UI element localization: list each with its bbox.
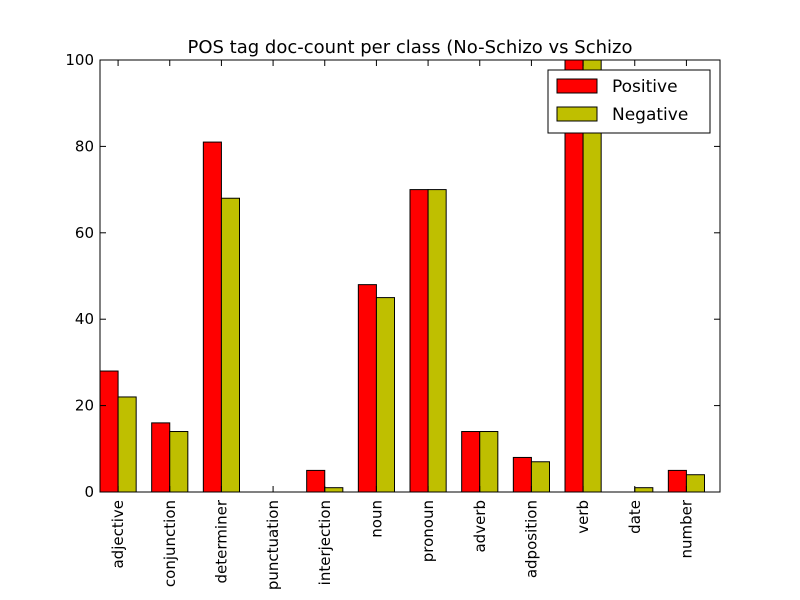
- x-tick-label-pronoun: pronoun: [419, 500, 437, 562]
- bar-positive-noun: [357, 284, 377, 493]
- bar-negative-pronoun: [427, 189, 447, 493]
- y-tick-label: 0: [84, 483, 94, 501]
- axes-group: 0 20 40 60 80 100 adjective conjunction determin…: [65, 51, 721, 590]
- legend-swatch-negative: [556, 106, 598, 122]
- x-tick-label-interjection: interjection: [316, 500, 334, 585]
- bar-negative-interjection: [324, 487, 344, 493]
- bar-negative-determiner: [220, 197, 241, 493]
- y-tick-label: 60: [75, 224, 94, 242]
- y-tick-label: 40: [75, 310, 94, 328]
- bar-negative-conjunction: [169, 431, 189, 493]
- x-tick-label-conjunction: conjunction: [161, 500, 179, 587]
- bar-positive-number: [667, 469, 687, 493]
- x-tick-label-verb: verb: [574, 500, 592, 534]
- bar-positive-interjection: [306, 469, 326, 493]
- chart-title: POS tag doc-count per class (No-Schizo v…: [188, 37, 633, 58]
- bar-positive-pronoun: [409, 189, 429, 493]
- plot-frame: [99, 59, 721, 493]
- legend-label-positive: Positive: [612, 77, 678, 97]
- x-tick-label-number: number: [677, 499, 695, 558]
- legend: Positive Negative: [547, 69, 711, 134]
- x-tick-label-noun: noun: [367, 500, 385, 538]
- bar-negative-adposition: [530, 461, 551, 493]
- bar-negative-date: [634, 487, 654, 493]
- bar-positive-determiner: [202, 141, 222, 493]
- bar-positive-adjective: [99, 370, 119, 493]
- x-tick-label-date: date: [626, 500, 644, 534]
- x-tick-label-punctuation: punctuation: [264, 500, 282, 590]
- bar-negative-adverb: [479, 431, 499, 493]
- bar-negative-adjective: [117, 396, 137, 493]
- x-tick-label-adjective: adjective: [109, 500, 127, 569]
- x-tick-label-determiner: determiner: [212, 499, 230, 583]
- bar-negative-number: [685, 474, 706, 493]
- y-tick-label: 80: [75, 137, 94, 155]
- bar-positive-adverb: [461, 431, 481, 493]
- y-tick-label: 20: [75, 397, 94, 415]
- legend-label-negative: Negative: [612, 105, 688, 125]
- legend-swatch-positive: [556, 78, 598, 94]
- bar-positive-conjunction: [151, 422, 171, 493]
- y-tick-label: 100: [65, 51, 94, 69]
- bar-negative-noun: [375, 297, 395, 493]
- bar-positive-adposition: [512, 456, 532, 493]
- x-tick-label-adverb: adverb: [471, 500, 489, 553]
- x-tick-label-adposition: adposition: [522, 500, 540, 578]
